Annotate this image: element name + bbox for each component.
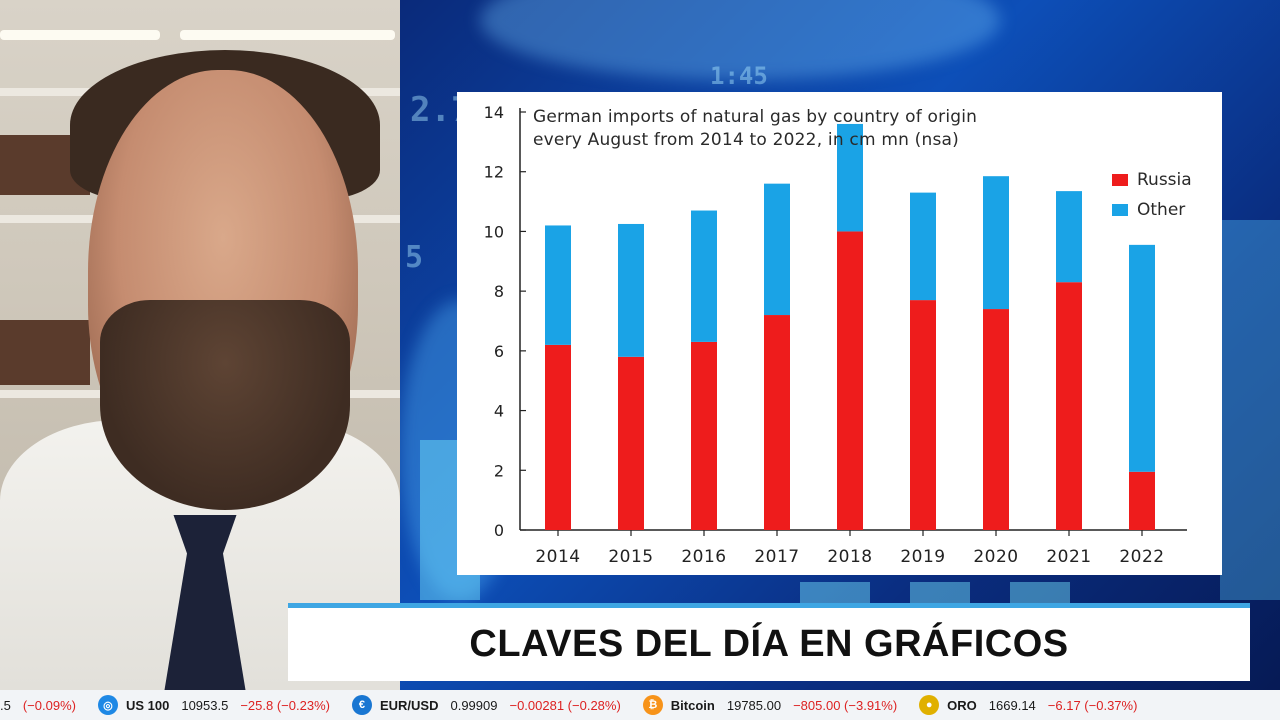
books xyxy=(0,320,90,385)
presenter-video xyxy=(0,0,400,690)
us100-icon: ◎ xyxy=(97,695,118,715)
chart-legend: Russia Other xyxy=(1112,165,1192,225)
ticker-change: −25.8 (−0.23%) xyxy=(240,697,330,713)
ceiling-light xyxy=(0,30,160,40)
y-tick-label: 4 xyxy=(494,402,504,421)
ticker-price: 10953.5 xyxy=(181,697,229,713)
ticker-price: .5 xyxy=(0,697,11,713)
banner-headline: CLAVES DEL DÍA EN GRÁFICOS xyxy=(469,623,1069,665)
x-tick-label-2014: 2014 xyxy=(535,547,580,567)
bar-russia-2017 xyxy=(764,315,790,530)
ticker-price: 19785.00 xyxy=(726,697,782,713)
ticker-item: ● ORO 1669.14 −6.17 (−0.37%) xyxy=(919,695,1137,715)
bar-other-2017 xyxy=(764,183,790,316)
y-tick-label: 0 xyxy=(494,521,504,540)
x-tick-label-2015: 2015 xyxy=(608,547,653,567)
y-tick-label: 6 xyxy=(494,342,504,361)
bar-other-2016 xyxy=(691,210,717,342)
ceiling-light xyxy=(180,30,395,40)
y-tick-label: 14 xyxy=(484,103,504,122)
bar-russia-2022 xyxy=(1129,471,1155,530)
x-tick-label-2021: 2021 xyxy=(1046,547,1091,567)
bar-other-2014 xyxy=(545,225,571,345)
ticker-change: −0.00281 (−0.28%) xyxy=(509,697,621,713)
bar-other-2019 xyxy=(910,192,936,301)
bar-other-2021 xyxy=(1056,191,1082,283)
ticker-item: € EUR/USD 0.99909 −0.00281 (−0.28%) xyxy=(351,695,621,715)
chart-panel: 0 2 4 6 8 10 12 14 2014 2015 2016 2017 2018 2019 2020 2… xyxy=(457,92,1222,575)
legend-swatch-other xyxy=(1112,204,1128,216)
ticker-name: Bitcoin xyxy=(670,697,715,713)
bar-russia-2014 xyxy=(545,344,571,530)
bar-other-2020 xyxy=(983,176,1009,310)
legend-label: Russia xyxy=(1137,170,1192,190)
market-ticker: .5 (−0.09%) ◎ US 100 10953.5 −25.8 (−0.23%) € E… xyxy=(0,690,1280,720)
x-tick-label-2018: 2018 xyxy=(827,547,872,567)
stacked-bar-chart: 0 2 4 6 8 10 12 14 2014 2015 2016 2017 2018 2019 2020 2… xyxy=(484,103,1187,567)
gold-icon: ● xyxy=(919,695,940,715)
ticker-price: 1669.14 xyxy=(988,697,1036,713)
legend-label: Other xyxy=(1137,200,1186,220)
ticker-price: 0.99909 xyxy=(450,697,498,713)
x-tick-label-2016: 2016 xyxy=(681,547,726,567)
ticker-item: .5 (−0.09%) xyxy=(0,698,76,713)
y-tick-label: 8 xyxy=(494,282,504,301)
ticker-item: ₿ Bitcoin 19785.00 −805.00 (−3.91%) xyxy=(642,695,898,715)
presenter-beard xyxy=(100,300,350,510)
bar-russia-2018 xyxy=(837,231,863,530)
ticker-name: EUR/USD xyxy=(379,697,439,713)
bitcoin-icon: ₿ xyxy=(642,695,663,715)
ticker-change: −6.17 (−0.37%) xyxy=(1047,697,1138,713)
currency-icon: € xyxy=(351,695,372,715)
y-tick-label: 2 xyxy=(494,461,504,480)
legend-swatch-russia xyxy=(1112,174,1128,186)
chart-title: German imports of natural gas by country… xyxy=(533,107,978,150)
bar-other-2018 xyxy=(837,123,863,232)
bar-russia-2015 xyxy=(618,356,644,530)
x-tick-label-2017: 2017 xyxy=(754,547,799,567)
x-tick-label-2020: 2020 xyxy=(973,547,1018,567)
ticker-name: ORO xyxy=(947,697,977,713)
lower-third-banner: CLAVES DEL DÍA EN GRÁFICOS xyxy=(288,603,1250,681)
x-tick-label-2019: 2019 xyxy=(900,547,945,567)
y-tick-label: 12 xyxy=(484,163,504,182)
legend-item-other: Other xyxy=(1112,195,1192,225)
bar-other-2022 xyxy=(1129,244,1155,472)
ticker-name: US 100 xyxy=(125,697,170,713)
bar-russia-2016 xyxy=(691,341,717,530)
x-tick-label-2022: 2022 xyxy=(1119,547,1164,567)
bar-other-2015 xyxy=(618,223,644,357)
ticker-item: ◎ US 100 10953.5 −25.8 (−0.23%) xyxy=(97,695,330,715)
ticker-change: (−0.09%) xyxy=(22,697,76,713)
bar-russia-2019 xyxy=(910,300,936,530)
ticker-change: −805.00 (−3.91%) xyxy=(793,697,898,713)
bar-russia-2021 xyxy=(1056,282,1082,530)
bar-russia-2020 xyxy=(983,309,1009,530)
legend-item-russia: Russia xyxy=(1112,165,1192,195)
y-tick-label: 10 xyxy=(484,222,504,241)
